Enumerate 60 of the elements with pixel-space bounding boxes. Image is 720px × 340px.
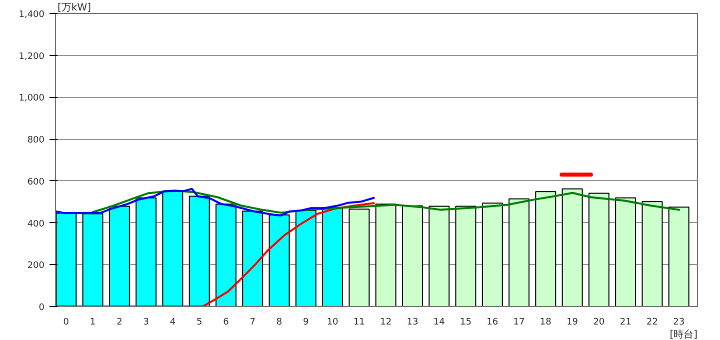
y-tick-label: 0 bbox=[38, 303, 45, 313]
bar bbox=[375, 204, 396, 306]
x-tick-label: 1 bbox=[90, 318, 96, 328]
x-tick-label: 12 bbox=[380, 318, 392, 328]
bar bbox=[216, 204, 236, 306]
line-series bbox=[92, 190, 680, 214]
x-tick-label: 17 bbox=[513, 318, 525, 328]
x-tick-label: 20 bbox=[593, 318, 605, 328]
bar bbox=[668, 206, 690, 306]
bar bbox=[295, 210, 316, 306]
y-tick-label: 400 bbox=[27, 219, 45, 230]
bar bbox=[322, 207, 344, 306]
line-series bbox=[56, 188, 375, 216]
x-tick-label: 21 bbox=[620, 318, 632, 328]
bar bbox=[402, 205, 423, 306]
bar bbox=[162, 190, 184, 306]
bar bbox=[428, 206, 450, 306]
x-tick-label: 15 bbox=[460, 318, 472, 328]
x-tick-label: 16 bbox=[486, 318, 498, 328]
bar bbox=[188, 196, 210, 306]
bar bbox=[268, 214, 290, 306]
x-tick-label: 19 bbox=[566, 318, 578, 328]
y-tick-label: 1,000 bbox=[18, 94, 45, 104]
line-series bbox=[56, 202, 375, 306]
bar bbox=[642, 201, 663, 306]
bar bbox=[455, 206, 476, 306]
x-tick-label: 22 bbox=[646, 318, 658, 328]
x-axis-title: [時台] bbox=[670, 328, 698, 340]
y-tick-label: 600 bbox=[27, 177, 45, 188]
x-tick-label: 23 bbox=[673, 318, 685, 328]
y-tick-label: 1,400 bbox=[18, 10, 45, 20]
bar bbox=[562, 188, 583, 306]
x-tick-label: 18 bbox=[540, 318, 552, 328]
bar bbox=[108, 206, 130, 306]
x-tick-label: 5 bbox=[196, 318, 202, 328]
x-tick-label: 7 bbox=[250, 318, 256, 328]
bar bbox=[136, 197, 157, 306]
bar bbox=[535, 191, 556, 306]
bar bbox=[348, 208, 370, 306]
x-tick-label: 0 bbox=[63, 318, 70, 328]
x-tick-label: 2 bbox=[116, 318, 122, 328]
x-tick-label: 6 bbox=[223, 318, 230, 328]
x-tick-label: 9 bbox=[303, 318, 310, 328]
bar bbox=[82, 213, 104, 306]
y-axis-title: [万kW] bbox=[58, 2, 92, 14]
x-tick-label: 3 bbox=[143, 318, 149, 328]
y-tick-label: 800 bbox=[27, 136, 45, 146]
x-tick-label: 4 bbox=[170, 318, 176, 328]
y-tick-label: 200 bbox=[27, 261, 45, 272]
x-tick-label: 11 bbox=[353, 318, 365, 328]
bar bbox=[508, 198, 530, 306]
y-tick-label: 1,200 bbox=[18, 52, 45, 62]
x-tick-label: 13 bbox=[406, 318, 418, 328]
x-tick-label: 10 bbox=[326, 318, 339, 328]
bar bbox=[242, 210, 264, 306]
bar bbox=[482, 202, 503, 306]
bar bbox=[615, 197, 636, 306]
x-tick-label: 8 bbox=[276, 318, 282, 328]
x-tick-label: 14 bbox=[433, 318, 446, 328]
bar bbox=[588, 192, 610, 306]
